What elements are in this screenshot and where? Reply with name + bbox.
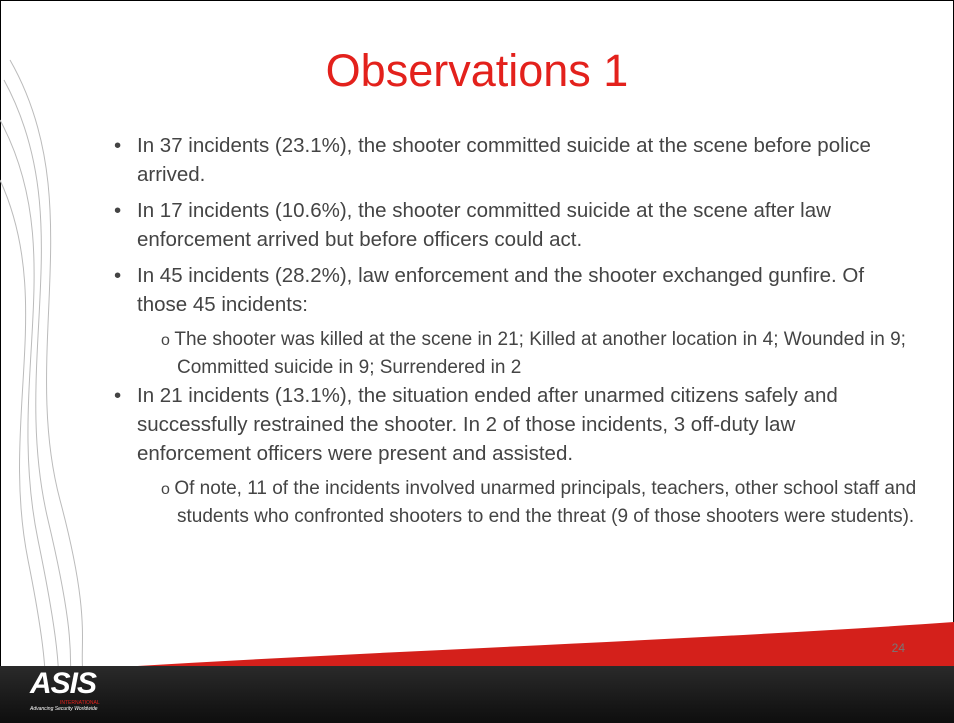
bullet: In 45 incidents (28.2%), law enforcement…: [114, 261, 907, 319]
slide-title: Observations 1: [0, 45, 954, 97]
footer-bar: [0, 666, 954, 723]
bullet: In 17 incidents (10.6%), the shooter com…: [114, 196, 907, 254]
slide: Observations 1 In 37 incidents (23.1%), …: [0, 0, 954, 723]
red-swoosh: [120, 622, 954, 668]
logo: ASIS INTERNATIONAL Advancing Security Wo…: [30, 668, 100, 712]
left-curves: [0, 60, 90, 700]
logo-tagline: Advancing Security Worldwide: [30, 706, 100, 712]
logo-name: ASIS: [30, 668, 100, 700]
sub-bullet: Of note, 11 of the incidents involved un…: [137, 475, 922, 530]
bullet-list: In 37 incidents (23.1%), the shooter com…: [114, 131, 914, 530]
bullet: In 21 incidents (13.1%), the situation e…: [114, 381, 907, 468]
page-number: 24: [892, 641, 905, 655]
bullet: In 37 incidents (23.1%), the shooter com…: [114, 131, 907, 189]
sub-bullet: The shooter was killed at the scene in 2…: [137, 326, 922, 381]
